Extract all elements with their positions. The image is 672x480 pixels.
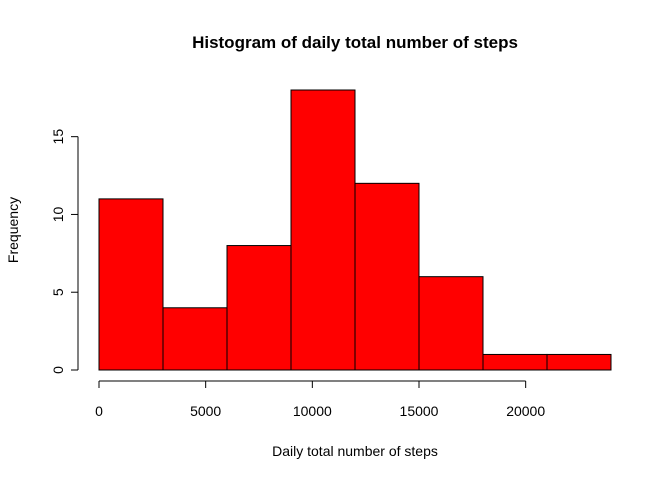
x-tick-label: 10000 [293,403,332,419]
histogram-bar [482,353,548,371]
x-tick-label: 0 [95,403,103,419]
histogram-bar [162,307,228,371]
y-tick-label: 10 [50,206,66,222]
y-tick-label: 0 [50,366,66,374]
histogram-bar [98,198,164,371]
bars-group [98,89,612,371]
histogram-bar [546,353,612,371]
histogram-bar [290,89,356,371]
x-tick-label: 15000 [400,403,439,419]
y-tick-label: 5 [50,288,66,296]
x-tick-label: 20000 [506,403,545,419]
histogram-bar [226,245,292,371]
histogram-bar [418,276,484,371]
histogram-bar [354,182,420,371]
x-axis-label: Daily total number of steps [272,443,438,459]
chart-title: Histogram of daily total number of steps [192,33,518,52]
x-axis: 0 5000 10000 15000 20000 [95,380,545,419]
y-tick-label: 15 [50,129,66,145]
y-axis: 0 5 10 15 [50,129,79,374]
x-tick-label: 5000 [190,403,221,419]
y-axis-label: Frequency [5,197,21,263]
